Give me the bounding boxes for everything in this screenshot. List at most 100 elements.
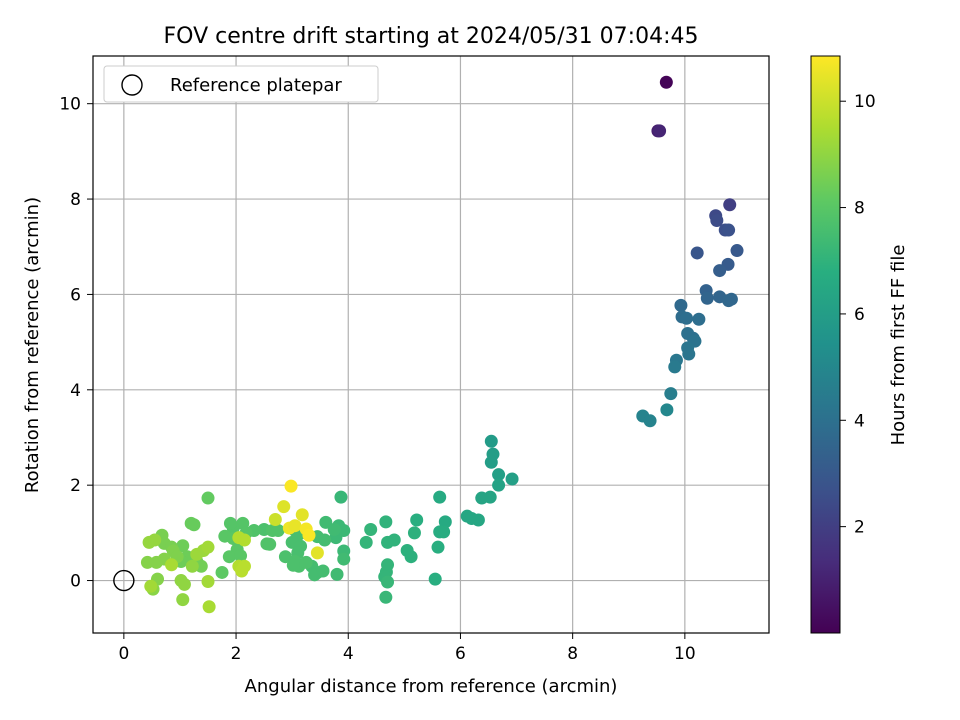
data-point: [690, 246, 704, 260]
data-point: [295, 508, 309, 522]
y-tick-label: 2: [70, 476, 81, 496]
colorbar-tick-label: 2: [854, 518, 865, 538]
data-point: [483, 490, 497, 504]
data-point: [653, 124, 667, 138]
data-point: [724, 292, 738, 306]
data-point: [237, 533, 251, 547]
data-point: [682, 347, 696, 361]
data-point: [201, 574, 215, 588]
data-point: [202, 600, 216, 614]
data-point: [223, 516, 237, 530]
data-point: [330, 567, 344, 581]
data-point: [144, 579, 158, 593]
data-point: [710, 214, 724, 228]
x-tick-label: 10: [674, 644, 696, 664]
colorbar: [810, 55, 841, 634]
colorbar-tick-label: 4: [854, 411, 865, 431]
data-point: [176, 593, 190, 607]
data-point: [234, 549, 248, 563]
data-point: [659, 75, 673, 89]
data-point: [668, 360, 682, 374]
grid-lines: [93, 56, 769, 633]
data-point: [410, 513, 424, 527]
data-point: [492, 468, 506, 482]
data-point: [730, 244, 744, 258]
data-point: [643, 414, 657, 428]
colorbar-label: Hours from first FF file: [888, 245, 909, 446]
y-tick-label: 8: [70, 190, 81, 210]
data-point: [337, 552, 351, 566]
data-point: [674, 298, 688, 312]
y-tick-label: 0: [70, 572, 81, 592]
data-point: [148, 533, 162, 547]
x-axis-label: Angular distance from reference (arcmin): [245, 676, 618, 697]
data-point: [381, 575, 395, 589]
colorbar-tick-label: 10: [854, 92, 876, 112]
data-point: [433, 525, 447, 539]
data-point: [680, 311, 694, 325]
colorbar-ticks: 2 4 6 8 10: [840, 92, 876, 538]
data-point: [505, 472, 519, 486]
data-point: [327, 523, 341, 537]
data-point: [194, 559, 208, 573]
legend-entry-label: Reference platepar: [170, 75, 342, 96]
data-point: [660, 403, 674, 417]
data-point: [364, 523, 378, 537]
legend-reference-marker: [121, 74, 143, 96]
data-point: [184, 516, 198, 530]
data-point: [379, 590, 393, 604]
data-point: [722, 223, 736, 237]
data-point: [277, 500, 291, 514]
data-point: [140, 555, 154, 569]
legend: Reference platepar: [103, 65, 379, 103]
data-point: [713, 264, 727, 278]
data-point: [215, 565, 229, 579]
data-point: [284, 479, 298, 493]
x-tick-label: 6: [455, 644, 466, 664]
data-point: [433, 490, 447, 504]
y-tick-label: 6: [70, 285, 81, 305]
data-point: [176, 539, 190, 553]
data-point: [286, 558, 300, 572]
data-point: [263, 537, 277, 551]
chart-title: FOV centre drift starting at 2024/05/31 …: [164, 24, 699, 49]
data-point: [471, 513, 485, 527]
reference-platepar-marker: [113, 569, 135, 592]
data-point: [404, 550, 418, 564]
x-axis-ticks: 0 2 4 6 8 10: [118, 633, 696, 664]
reference-marker-group: [113, 569, 135, 592]
data-point: [316, 564, 330, 578]
data-point: [271, 523, 285, 537]
data-point: [431, 540, 445, 554]
data-points: [140, 75, 744, 614]
data-point: [310, 546, 324, 560]
x-tick-label: 8: [567, 644, 578, 664]
data-point: [484, 434, 498, 448]
y-axis-label: Rotation from reference (arcmin): [22, 197, 43, 493]
data-point: [318, 533, 332, 547]
data-point: [334, 490, 348, 504]
data-point: [438, 515, 452, 529]
data-point: [700, 291, 714, 305]
data-point: [165, 558, 179, 572]
data-point: [222, 550, 236, 564]
data-point: [381, 535, 395, 549]
plot-frame: [92, 55, 770, 634]
data-point: [235, 564, 249, 578]
colorbar-tick-label: 8: [854, 199, 865, 219]
data-point: [185, 559, 199, 573]
y-axis-ticks: 0 2 4 6 8 10: [59, 95, 93, 592]
data-point: [149, 555, 163, 569]
data-point: [268, 513, 282, 527]
data-point: [359, 535, 373, 549]
y-tick-label: 4: [70, 381, 81, 401]
data-point: [428, 572, 442, 586]
data-point: [484, 455, 498, 469]
data-point: [302, 528, 316, 542]
data-point: [664, 387, 678, 401]
legend-box: [103, 65, 379, 103]
data-point: [492, 478, 506, 492]
data-point: [299, 555, 313, 569]
data-point: [201, 540, 215, 554]
